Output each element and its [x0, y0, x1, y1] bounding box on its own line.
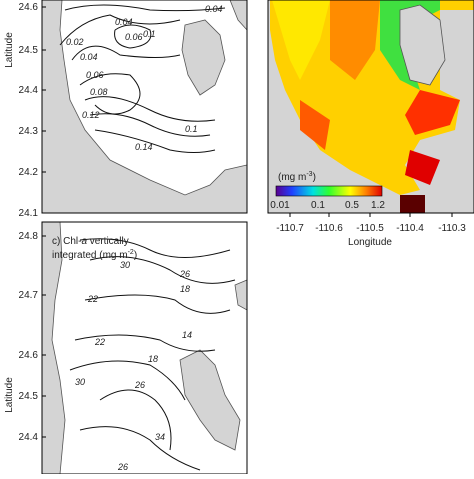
x-tick-label: -110.7 — [276, 223, 304, 234]
y-tick-label: 24.8 — [19, 231, 39, 242]
y-tick-label: 24.6 — [19, 350, 39, 361]
contour-label: 34 — [155, 432, 165, 442]
contour-label: 14 — [182, 330, 192, 340]
y-tick-label: 24.5 — [19, 45, 39, 56]
contour-label: 22 — [94, 337, 105, 347]
x-tick-label: -110.4 — [396, 223, 424, 234]
y-axis-label: Latitude — [4, 377, 15, 413]
colorbar-unit: (mg m-3) — [278, 171, 316, 183]
panel-c — [41, 221, 248, 475]
contour-label: 0.06 — [86, 70, 104, 80]
contour-label: 0.14 — [135, 142, 153, 152]
colorbar-tick-label: 1.2 — [371, 200, 385, 211]
y-tick-label: 24.2 — [19, 167, 39, 178]
contour-label: 0.12 — [82, 110, 100, 120]
contour-label: 0.02 — [66, 37, 84, 47]
contour-label: 0.04 — [115, 17, 133, 27]
contour-label: 0.06 — [125, 32, 143, 42]
x-tick-label: -110.3 — [438, 223, 466, 234]
y-tick-label: 24.1 — [19, 208, 39, 219]
contour-label: 18 — [180, 284, 190, 294]
y-tick-label: 24.4 — [19, 85, 39, 96]
y-tick-label: 24.3 — [19, 126, 39, 137]
y-tick-label: 24.6 — [19, 2, 39, 13]
colorbar-tick-label: 0.01 — [270, 200, 290, 211]
contour-label: 0.1 — [185, 124, 198, 134]
contour-label: 26 — [179, 269, 190, 279]
contour-label: 18 — [148, 354, 158, 364]
x-tick-label: -110.5 — [356, 223, 384, 234]
contour-label: 0.04 — [205, 4, 223, 14]
y-tick-label: 24.5 — [19, 391, 39, 402]
colorbar-tick-label: 0.1 — [311, 200, 325, 211]
y-axis-label: Latitude — [4, 32, 15, 68]
contour-label: 26 — [117, 462, 128, 472]
y-tick-label: 24.4 — [19, 432, 39, 443]
contour-label: 0.04 — [80, 52, 98, 62]
x-tick-label: -110.6 — [315, 223, 343, 234]
panel-a — [41, 0, 248, 214]
contour-label: 0.08 — [90, 87, 108, 97]
contour-label: 30 — [120, 260, 130, 270]
contour-label: 22 — [87, 294, 98, 304]
panel-c-title: c) Chl-a vertically — [52, 236, 129, 247]
panel-b — [267, 0, 474, 214]
colorbar-tick-label: 0.5 — [345, 200, 359, 211]
panel-c-title: integrated (mg m-2) — [52, 249, 137, 261]
contour-label: 30 — [75, 377, 85, 387]
y-tick-label: 24.7 — [19, 290, 39, 301]
contour-label: 0.1 — [143, 29, 156, 39]
contour-label: 26 — [134, 380, 145, 390]
x-axis-label: Longitude — [348, 237, 392, 248]
